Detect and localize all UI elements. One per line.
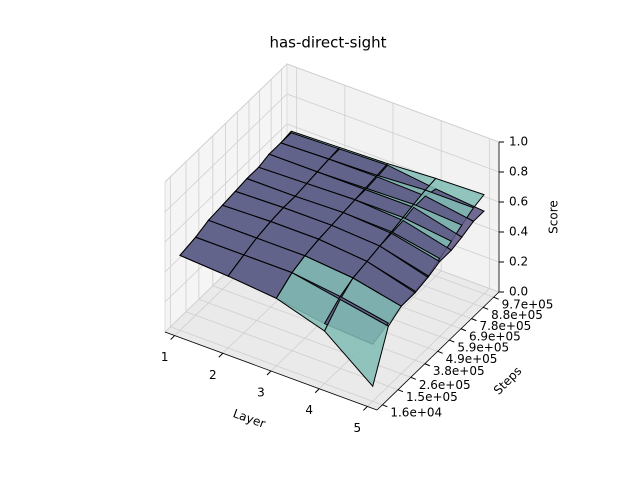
y-axis-label: Steps bbox=[491, 364, 525, 398]
z-tick-label: 0.4 bbox=[509, 225, 528, 239]
y-tick bbox=[471, 318, 477, 322]
y-tick bbox=[437, 350, 443, 354]
y-tick bbox=[382, 404, 388, 408]
y-tick bbox=[493, 296, 499, 300]
grid-line bbox=[164, 93, 288, 213]
grid-line bbox=[170, 326, 383, 406]
x-tick bbox=[218, 352, 224, 358]
grid-line bbox=[164, 63, 288, 183]
surface-patch bbox=[323, 298, 389, 388]
x-tick bbox=[363, 406, 368, 411]
grid-line bbox=[367, 288, 490, 407]
y-tick-label: 1.5e+05 bbox=[406, 390, 458, 404]
z-axis-label: Score bbox=[547, 200, 561, 234]
x-tick bbox=[266, 370, 272, 376]
y-tick-label: 6.9e+05 bbox=[469, 329, 521, 343]
z-tick-label: 1.0 bbox=[509, 135, 528, 149]
y-tick-label: 7.8e+05 bbox=[479, 319, 531, 333]
x-tick-label: 1 bbox=[161, 350, 169, 364]
y-tick-label: 9.7e+05 bbox=[502, 298, 554, 312]
grid-line bbox=[164, 123, 288, 243]
z-tick-label: 0.8 bbox=[509, 165, 528, 179]
grid-line bbox=[286, 63, 500, 143]
x-tick-label: 5 bbox=[354, 421, 362, 435]
x-tick-label: 4 bbox=[305, 403, 313, 417]
y-tick-label: 5.9e+05 bbox=[457, 341, 509, 355]
y-tick-label: 1.6e+04 bbox=[390, 405, 442, 419]
x-tick-label: 2 bbox=[209, 368, 217, 382]
y-tick bbox=[482, 306, 489, 310]
y-tick bbox=[449, 339, 455, 343]
y-tick bbox=[410, 376, 417, 380]
axis-line bbox=[164, 331, 378, 411]
y-tick-label: 8.8e+05 bbox=[491, 308, 543, 322]
axis-line bbox=[376, 291, 500, 411]
grid-line bbox=[185, 311, 399, 391]
y-tick-label: 4.9e+05 bbox=[446, 352, 498, 366]
x-tick-label: 3 bbox=[257, 386, 265, 400]
grid-line bbox=[286, 93, 500, 173]
y-tick-label: 2.6e+05 bbox=[419, 378, 471, 392]
y-tick bbox=[460, 328, 467, 332]
chart-title: has-direct-sight bbox=[269, 34, 386, 52]
z-tick-label: 0.0 bbox=[509, 285, 528, 299]
y-tick bbox=[424, 363, 431, 367]
y-tick-label: 3.8e+05 bbox=[433, 364, 485, 378]
x-tick bbox=[170, 335, 175, 340]
z-tick-label: 0.2 bbox=[509, 255, 528, 269]
z-tick-label: 0.6 bbox=[509, 195, 528, 209]
y-tick bbox=[397, 389, 404, 393]
x-tick bbox=[314, 388, 320, 394]
x-axis-label: Layer bbox=[231, 406, 267, 431]
